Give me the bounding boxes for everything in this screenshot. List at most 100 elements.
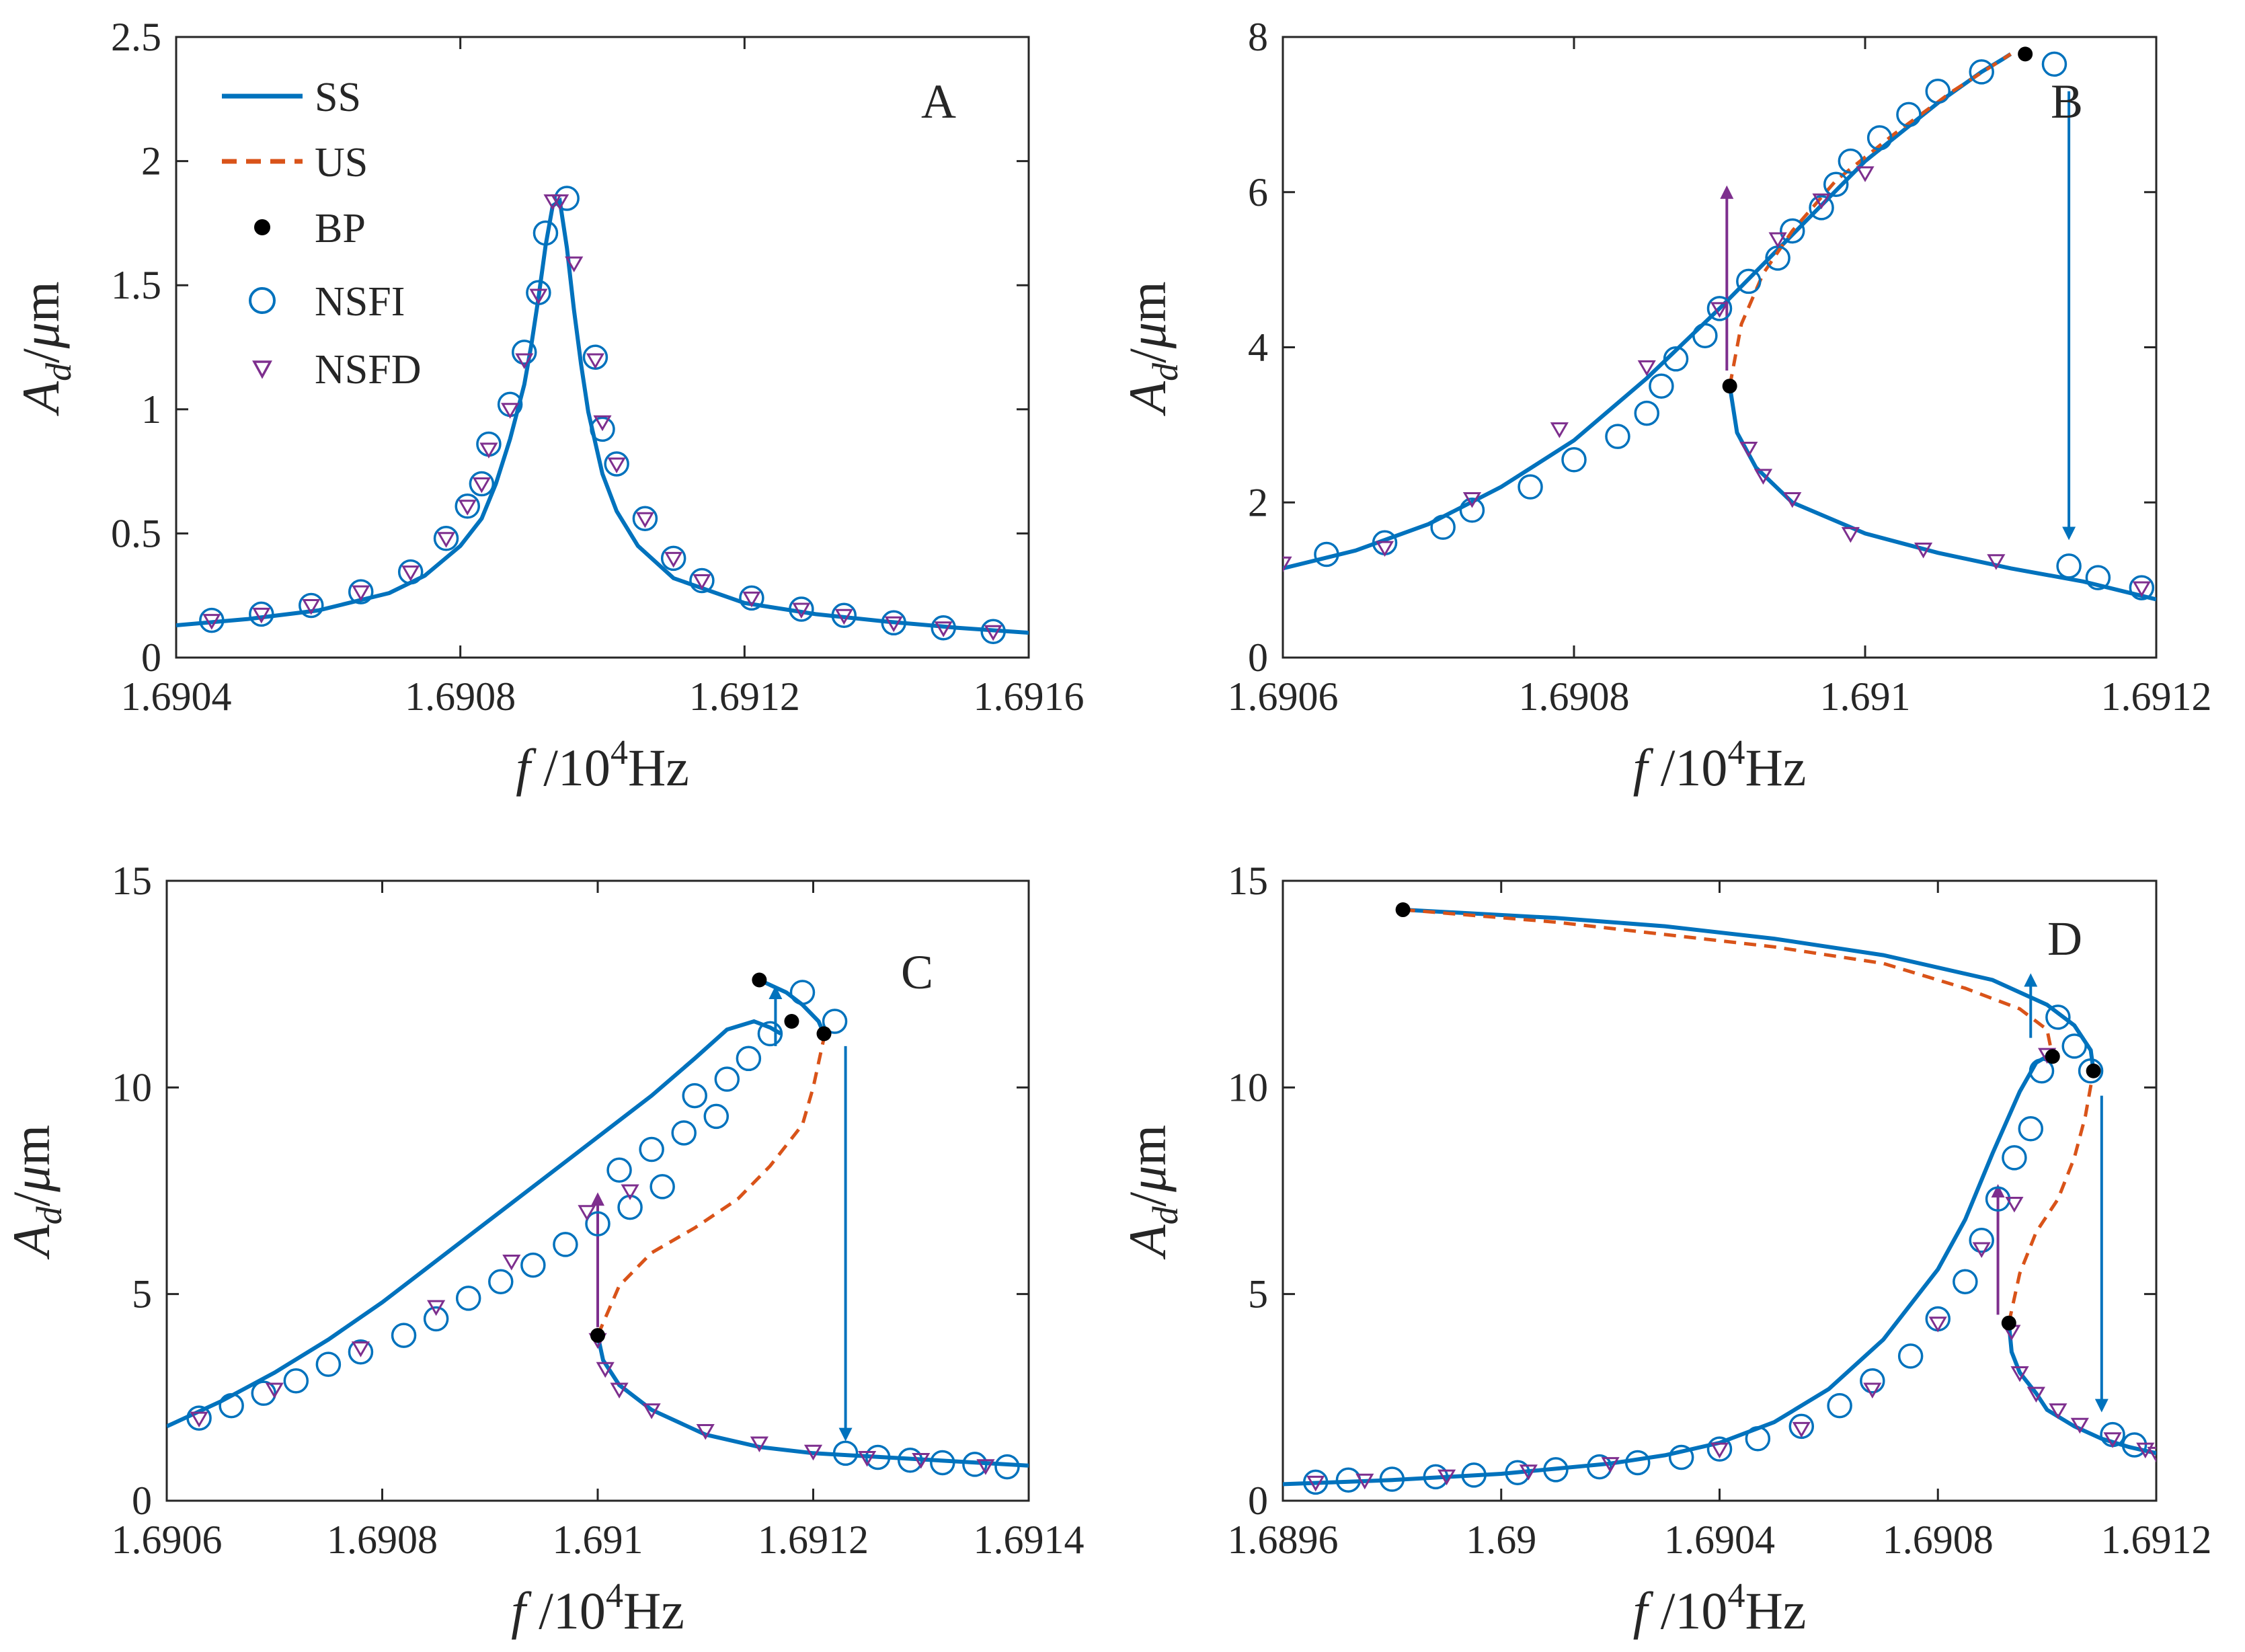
nsfi-point [391, 1323, 417, 1348]
nsfi-point [219, 1392, 244, 1419]
nsfd-point [750, 1436, 769, 1452]
x-tick-label: 1.6912 [2101, 1518, 2212, 1562]
nsfd-point [550, 194, 569, 210]
nsfi-point [736, 1046, 762, 1072]
nsfd-point [912, 1453, 931, 1469]
nsfi-point [649, 1174, 675, 1199]
nsfi-point [1706, 1436, 1733, 1462]
y-tick-label: 8 [1248, 15, 1268, 59]
plot-area [176, 186, 1029, 644]
nsfi-point [1985, 1186, 2011, 1212]
nsfi-point [1314, 541, 1339, 567]
nsfi-point [994, 1454, 1020, 1480]
bp-point [2018, 46, 2033, 62]
nsfi-point [283, 1368, 309, 1394]
nsfi-point [789, 980, 816, 1005]
panel-A: 1.6904 1.6908 1.6912 1.6916 0 0.5 1 1.5 2 2.5 f /1… [11, 15, 1085, 797]
nsfi-point [520, 1252, 546, 1278]
x-tick-label: 1.691 [1820, 674, 1911, 719]
y-axis-label: Ad/μm [1118, 281, 1185, 416]
nsfi-point [1543, 1457, 1569, 1483]
nsfi-point [930, 1450, 955, 1476]
y-tick-label: 4 [1248, 325, 1268, 370]
legend-bp-label: BP [315, 206, 366, 251]
y-axis-label: Ad/μm [11, 281, 79, 416]
nsfi-point [1823, 171, 1849, 197]
nsfi-point [199, 607, 225, 633]
nsfd-point [1710, 1442, 1729, 1459]
nsfd-point [1306, 1475, 1325, 1492]
nsfi-point [1692, 323, 1718, 348]
nsfi-point [315, 1351, 342, 1377]
ss-curve [1283, 52, 2012, 571]
nsfi-point [455, 494, 480, 519]
nsfd-point [1601, 1457, 1620, 1473]
nsfi-point [2029, 1058, 2055, 1084]
nsfd-point [1812, 193, 1831, 210]
nsfd-point [1928, 1316, 1947, 1333]
y-tick-label: 1.5 [111, 263, 161, 307]
nsfd-point [2070, 1417, 2089, 1434]
x-tick-label: 1.6906 [1228, 674, 1339, 719]
y-tick-label: 0 [1248, 1479, 1268, 1523]
nsfi-point [689, 567, 715, 594]
nsfi-point [632, 506, 658, 531]
nsfi-point [590, 416, 615, 442]
y-tick-label: 2 [141, 139, 161, 184]
nsfi-point [2061, 1033, 2087, 1059]
nsfi-point [512, 340, 537, 365]
nsfi-point [2078, 1058, 2104, 1084]
nsfd-point [2026, 1386, 2045, 1403]
nsfd-point [976, 1459, 995, 1475]
nsfd-point [1355, 1473, 1374, 1490]
nsfd-point [1792, 1421, 1811, 1438]
legend-nsfd-marker [252, 360, 272, 379]
x-tick-label: 1.6908 [327, 1518, 438, 1562]
x-tick-label: 1.691 [553, 1518, 643, 1562]
nsfi-point [604, 451, 629, 477]
ss-curve [167, 1019, 782, 1429]
nsfi-point [2121, 1432, 2148, 1458]
bp-point [2001, 1315, 2016, 1331]
nsfi-point [1663, 346, 1689, 372]
nsfi-point [1745, 1426, 1771, 1452]
nsfd-point [884, 616, 903, 633]
y-tick-label: 10 [112, 1065, 152, 1109]
ss-curve [1727, 385, 2156, 602]
nsfi-point [1518, 474, 1543, 500]
nsfi-point [423, 1306, 449, 1332]
nsfi-point [2002, 1145, 2027, 1171]
nsfi-point [1860, 1368, 1885, 1394]
nsfd-point [1754, 469, 1773, 485]
bp-point [784, 1013, 799, 1029]
nsfd-point [596, 1362, 615, 1378]
nsfi-point [533, 220, 559, 246]
nsfi-point [1668, 1444, 1694, 1470]
nsfi-point [2041, 51, 2067, 77]
nsfd-point [352, 585, 370, 602]
x-axis-label: f /104Hz [1633, 734, 1807, 797]
y-axis-label: Ad/μm [1118, 1125, 1185, 1260]
nsfd-point [1972, 1242, 1991, 1259]
x-tick-label: 1.6908 [1519, 674, 1630, 719]
nsfi-point [2129, 575, 2155, 600]
nsfd-point [642, 1403, 661, 1419]
nsfi-point [832, 1440, 859, 1466]
nsfi-point [606, 1157, 632, 1183]
nsfd-point [1437, 1469, 1456, 1486]
nsfi-point [2085, 565, 2111, 590]
nsfd-point [1283, 556, 1292, 573]
us-curve [1728, 52, 2012, 387]
legend-nsfi-marker [249, 287, 276, 314]
nsfd-point [190, 1411, 208, 1428]
y-tick-label: 0 [141, 635, 161, 680]
nsfi-point [831, 602, 857, 628]
nsfd-point [565, 256, 584, 272]
y-tick-label: 1 [141, 387, 161, 432]
nsfi-point [1587, 1454, 1612, 1480]
y-tick-label: 10 [1228, 1065, 1268, 1109]
nsfd-point [1550, 422, 1569, 438]
legend-us-label: US [315, 140, 368, 186]
legend-nsfi-label: NSFI [315, 279, 405, 325]
nsfd-point [202, 614, 221, 630]
